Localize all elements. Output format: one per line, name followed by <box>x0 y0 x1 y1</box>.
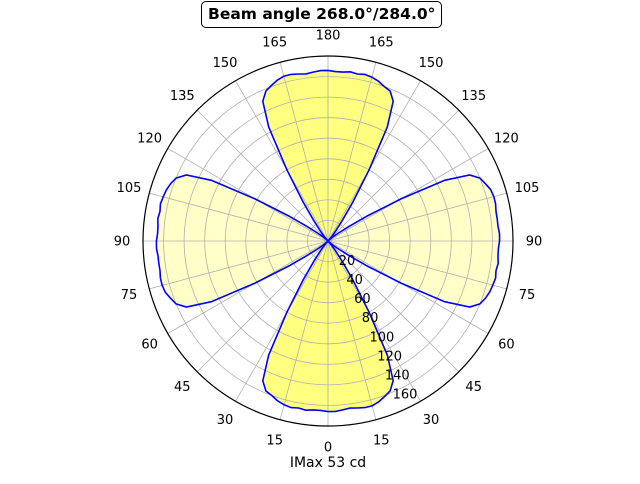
grid-spoke <box>235 80 329 242</box>
radial-tick-label: 40 <box>346 273 363 288</box>
angle-tick-label: 105 <box>117 181 142 196</box>
angle-tick-label: 135 <box>461 89 486 104</box>
grid-spoke <box>235 240 329 402</box>
grid-spoke <box>149 192 329 242</box>
series-line-bottom <box>261 239 395 413</box>
angle-tick-label: 150 <box>213 56 238 71</box>
grid-spoke <box>327 240 377 420</box>
grid-spoke <box>196 240 329 373</box>
angle-tick-label: 90 <box>526 235 543 250</box>
grid-spoke <box>167 148 329 242</box>
angle-tick-label: 180 <box>316 29 341 44</box>
angle-tick-label: 120 <box>137 132 162 147</box>
radial-tick-label: 20 <box>339 254 356 269</box>
angle-tick-label: 45 <box>465 380 482 395</box>
grid-spoke <box>327 240 421 402</box>
angle-tick-label: 30 <box>217 413 234 428</box>
angle-tick-label: 45 <box>174 380 191 395</box>
series-line-left <box>155 174 330 308</box>
grid-spoke <box>327 62 377 242</box>
x-axis-label: IMax 53 cd <box>289 455 367 471</box>
angle-tick-label: 135 <box>170 89 195 104</box>
radial-tick-label: 100 <box>370 330 395 345</box>
radial-tick-label: 80 <box>362 311 379 326</box>
angle-tick-label: 60 <box>141 338 158 353</box>
angle-tick-label: 15 <box>266 434 283 449</box>
grid-spoke <box>149 240 329 290</box>
angle-tick-label: 0 <box>324 441 332 456</box>
polar-frame <box>142 55 514 427</box>
grid-spoke <box>167 240 329 334</box>
angle-tick-label: 75 <box>121 288 138 303</box>
angle-tick-label: 60 <box>498 338 515 353</box>
grid-spoke <box>327 240 507 290</box>
radial-tick-label: 160 <box>393 388 418 403</box>
grid-spoke <box>327 109 460 242</box>
angle-tick-label: 30 <box>423 413 440 428</box>
grid-spoke <box>327 240 460 373</box>
angle-tick-label: 105 <box>515 181 540 196</box>
angle-tick-label: 150 <box>419 56 444 71</box>
angle-tick-label: 75 <box>519 288 536 303</box>
angle-tick-label: 90 <box>114 235 131 250</box>
grid-spoke <box>279 62 329 242</box>
series-line-right <box>326 174 501 308</box>
grid-spoke <box>327 192 507 242</box>
chart-title: Beam angle 268.0°/284.0° <box>201 1 443 28</box>
angle-tick-label: 165 <box>369 36 394 51</box>
series-line-top <box>261 69 395 243</box>
grid-spoke <box>327 148 489 242</box>
radial-tick-label: 120 <box>377 349 402 364</box>
radial-tick-label: 140 <box>385 368 410 383</box>
grid-spoke <box>279 240 329 420</box>
grid-spoke <box>327 80 421 242</box>
angle-tick-label: 120 <box>494 132 519 147</box>
grid-spoke <box>327 240 489 334</box>
radial-tick-label: 60 <box>354 292 371 307</box>
angle-tick-label: 165 <box>262 36 287 51</box>
grid-spoke <box>196 109 329 242</box>
angle-tick-label: 15 <box>373 434 390 449</box>
